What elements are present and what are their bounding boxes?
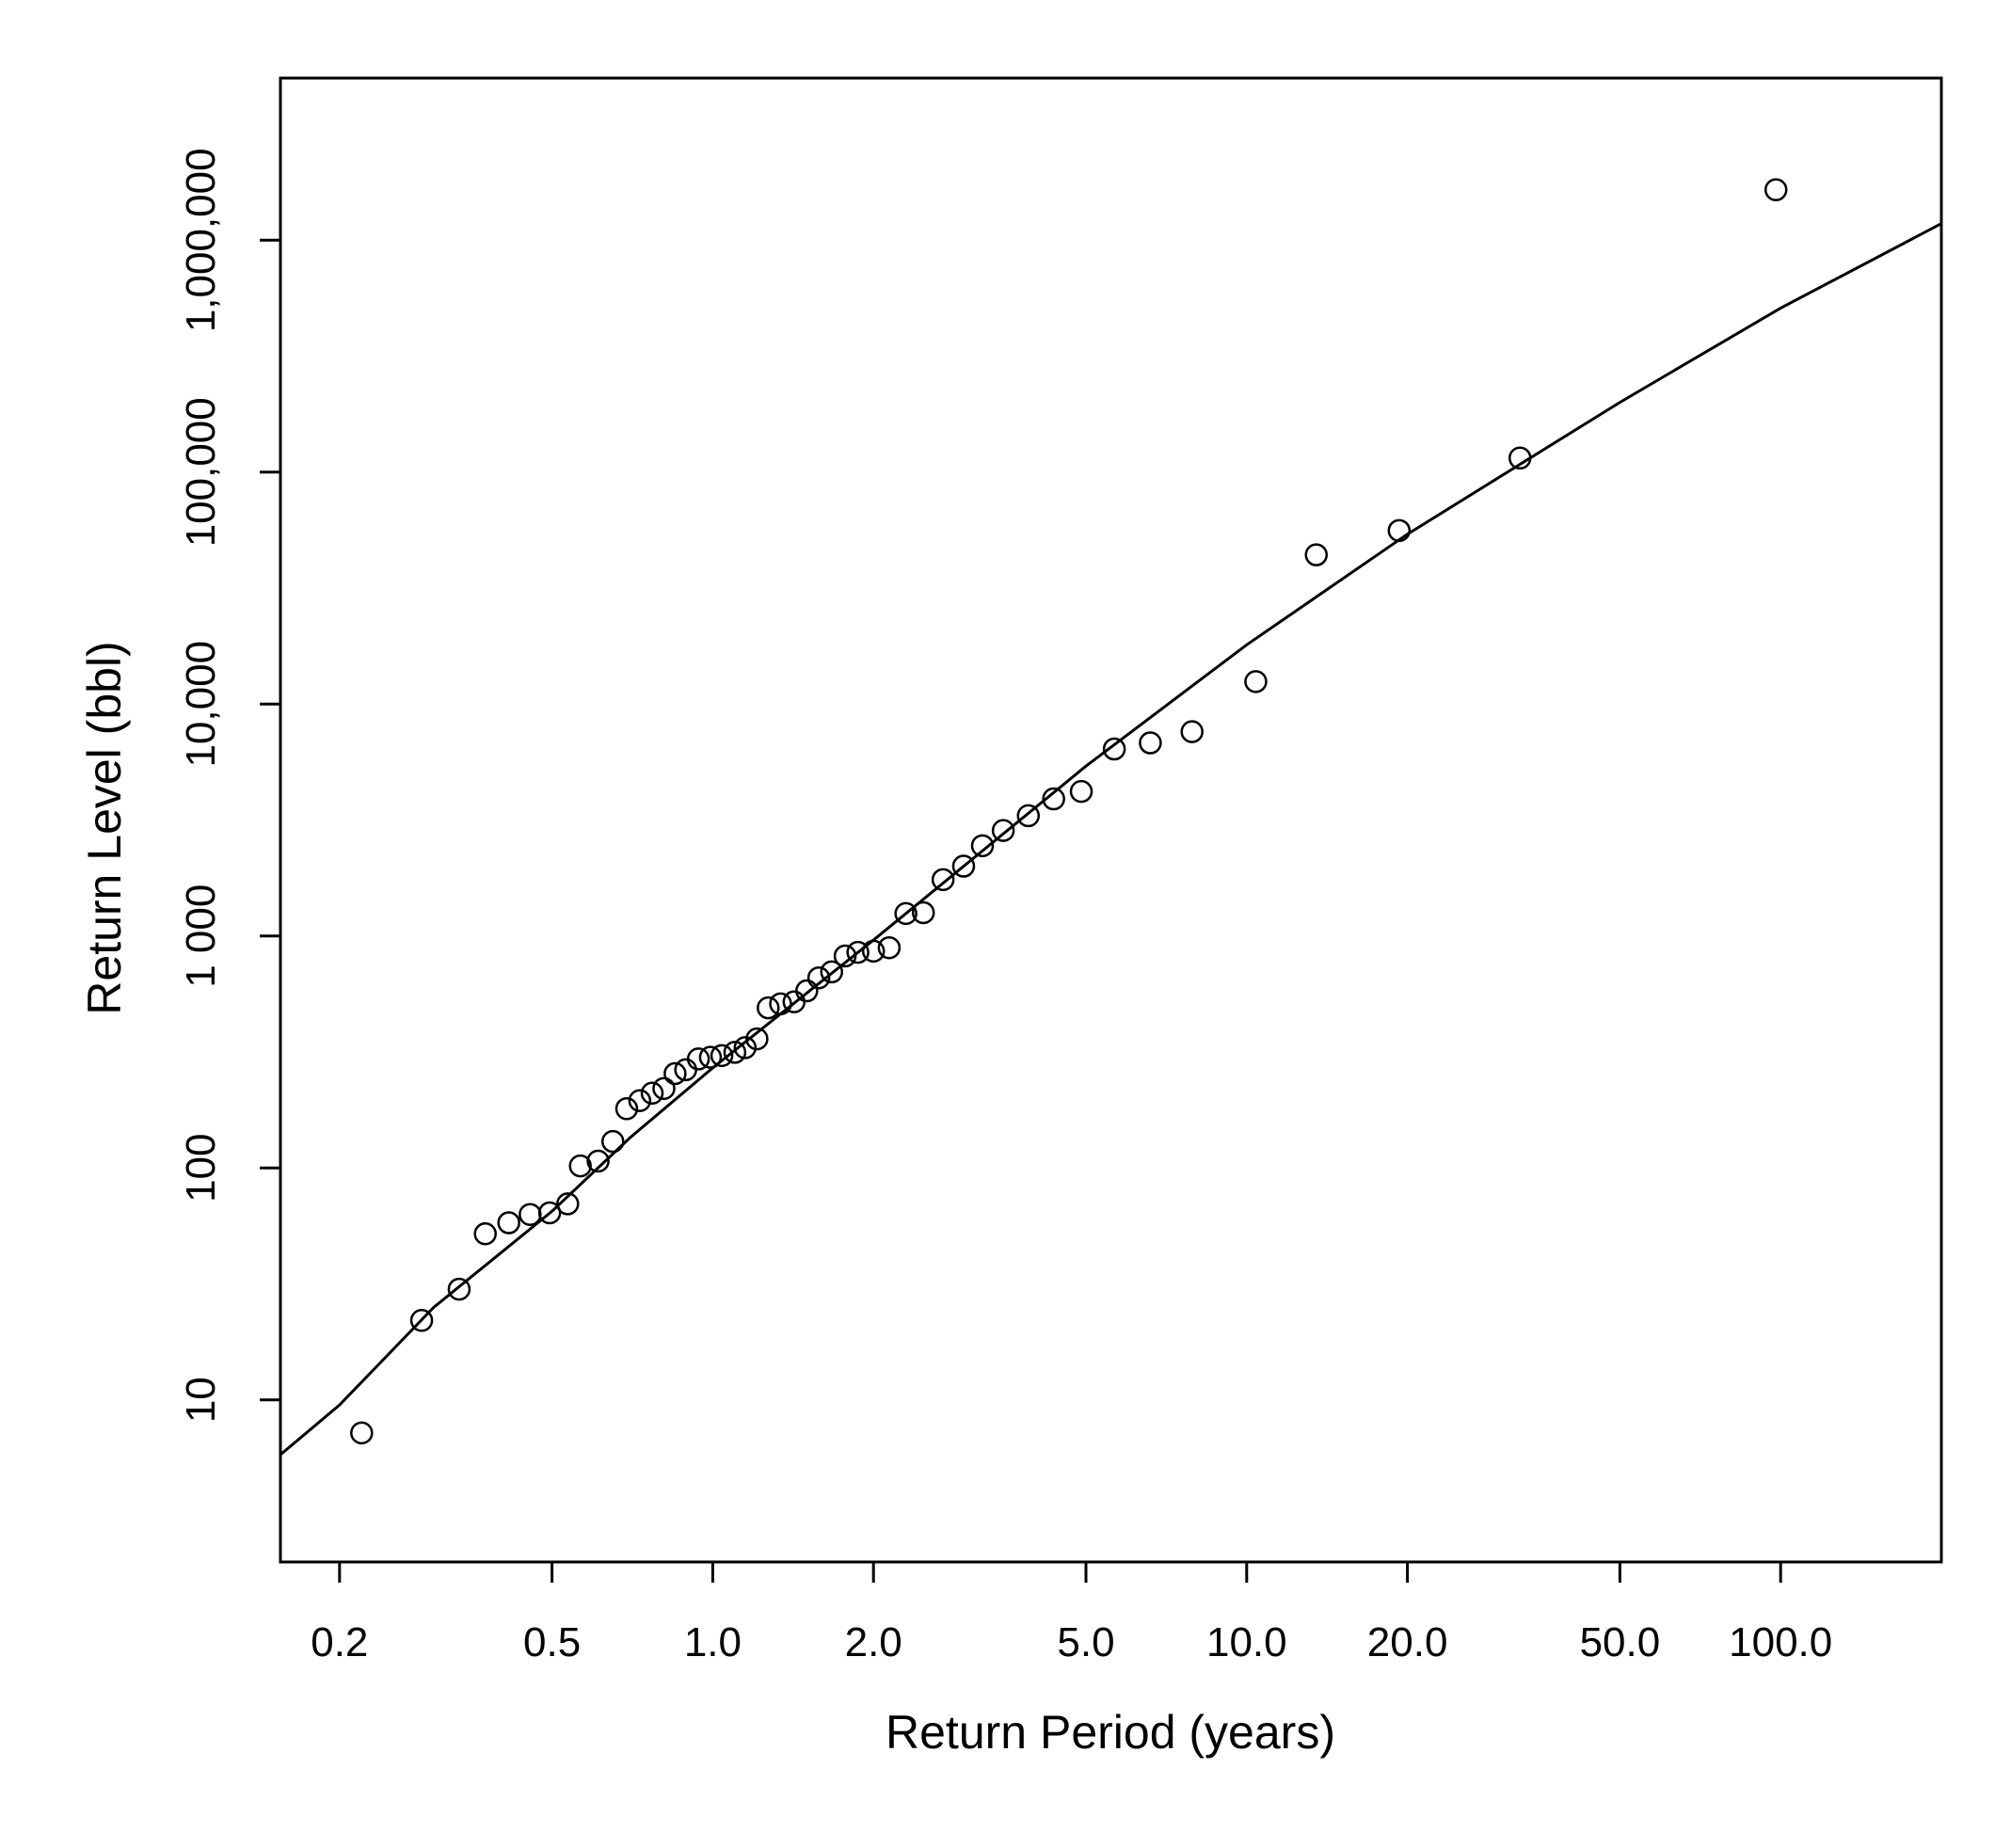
data-point bbox=[1387, 518, 1412, 543]
data-point bbox=[519, 1203, 542, 1226]
data-point bbox=[723, 1041, 747, 1064]
data-point bbox=[931, 868, 955, 892]
data-point bbox=[970, 834, 995, 858]
observed-points bbox=[350, 178, 1788, 1445]
data-point bbox=[698, 1045, 723, 1069]
data-point bbox=[1244, 670, 1268, 693]
x-tick-label: 10.0 bbox=[1206, 1619, 1287, 1665]
data-point bbox=[663, 1061, 687, 1086]
y-tick-label: 1 000 bbox=[178, 884, 224, 988]
data-point bbox=[1042, 787, 1065, 811]
data-point bbox=[1102, 737, 1126, 761]
data-point bbox=[1069, 779, 1093, 804]
data-point bbox=[846, 940, 870, 964]
data-point bbox=[640, 1081, 664, 1106]
fitted-return-level-curve bbox=[279, 222, 1942, 1457]
x-axis: 0.2 0.5 1.0 2.0 5.0 10.0 20.0 50.0 100.0 bbox=[311, 1562, 1832, 1665]
data-point bbox=[1764, 178, 1788, 201]
data-point bbox=[1180, 720, 1204, 743]
x-tick-label: 0.5 bbox=[523, 1619, 581, 1665]
data-point bbox=[628, 1089, 652, 1112]
data-point bbox=[568, 1154, 592, 1178]
data-point bbox=[795, 979, 819, 1003]
data-point bbox=[447, 1277, 471, 1301]
x-tick-label: 100.0 bbox=[1729, 1619, 1832, 1665]
data-point bbox=[733, 1036, 758, 1059]
data-point bbox=[556, 1192, 580, 1216]
x-tick-label: 0.2 bbox=[311, 1619, 368, 1665]
data-point bbox=[861, 939, 886, 964]
data-point bbox=[991, 819, 1015, 842]
data-point bbox=[1016, 804, 1041, 828]
data-point bbox=[409, 1309, 434, 1332]
y-tick-label: 10,000 bbox=[178, 641, 224, 768]
data-point bbox=[537, 1201, 562, 1225]
data-point bbox=[1139, 731, 1162, 755]
data-point bbox=[911, 900, 935, 925]
plot-frame bbox=[279, 76, 1943, 1564]
data-point bbox=[745, 1027, 769, 1051]
data-point bbox=[1304, 543, 1329, 566]
data-point bbox=[710, 1043, 734, 1068]
data-point bbox=[1508, 446, 1532, 470]
data-point bbox=[350, 1421, 374, 1445]
x-tick-label: 5.0 bbox=[1057, 1619, 1114, 1665]
y-axis: 10 100 1 000 10,000 100,000 1,000,000 bbox=[178, 148, 280, 1423]
data-point bbox=[757, 996, 780, 1020]
x-axis-title: Return Period (years) bbox=[886, 1706, 1335, 1759]
data-point bbox=[686, 1047, 710, 1071]
data-point bbox=[473, 1221, 497, 1246]
data-point bbox=[614, 1097, 639, 1121]
y-tick-label: 10 bbox=[178, 1377, 224, 1423]
y-tick-label: 100 bbox=[178, 1134, 224, 1203]
x-tick-label: 1.0 bbox=[684, 1619, 742, 1665]
data-point bbox=[877, 935, 902, 960]
y-axis-title: Return Level (bbl) bbox=[78, 641, 131, 1014]
data-point bbox=[497, 1211, 520, 1235]
data-point bbox=[833, 944, 857, 968]
x-tick-label: 50.0 bbox=[1580, 1619, 1661, 1665]
data-point bbox=[951, 854, 976, 878]
data-point bbox=[894, 901, 918, 926]
data-point bbox=[652, 1076, 676, 1101]
data-point bbox=[806, 965, 831, 990]
data-point bbox=[820, 960, 844, 984]
data-point bbox=[601, 1129, 625, 1154]
x-tick-label: 20.0 bbox=[1367, 1619, 1448, 1665]
y-tick-label: 100,000 bbox=[178, 397, 224, 547]
x-tick-label: 2.0 bbox=[845, 1619, 902, 1665]
data-point bbox=[769, 992, 792, 1016]
y-tick-label: 1,000,000 bbox=[178, 148, 224, 332]
data-point bbox=[586, 1149, 610, 1173]
